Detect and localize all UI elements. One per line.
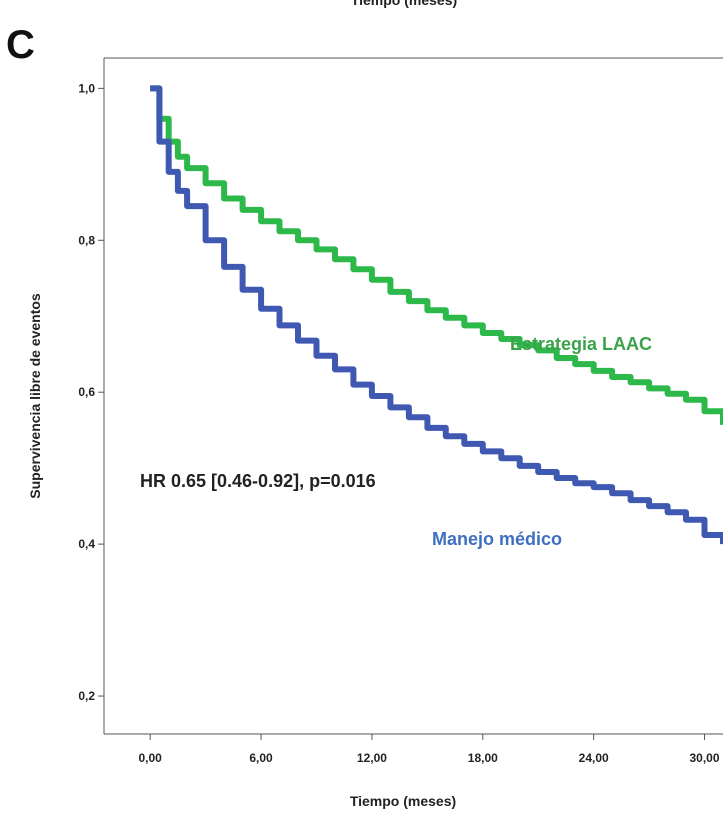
series-line-laac [150,85,723,425]
x-tick-label: 24,00 [579,751,609,765]
y-tick-label: 0,6 [78,385,95,399]
laac-series-label: Estrategia LAAC [510,334,652,354]
x-axis-title: Tiempo (meses) [350,793,456,809]
x-axis: 0,00 6,00 12,00 18,00 24,00 30,00 [139,734,720,765]
x-tick-label: 30,00 [690,751,720,765]
x-tick-label: 18,00 [468,751,498,765]
medico-series-label: Manejo médico [432,529,562,549]
x-tick-label: 0,00 [139,751,163,765]
x-tick-label: 12,00 [357,751,387,765]
series-group [150,85,723,545]
x-tick-label: 6,00 [249,751,273,765]
header-cut-text: Tiempo (meses) [351,0,457,8]
y-tick-label: 0,2 [78,689,95,703]
panel-label: C [6,23,35,67]
y-axis-title: Supervivencia libre de eventos [27,293,43,499]
hr-annotation: HR 0.65 [0.46-0.92], p=0.016 [140,471,376,491]
y-tick-label: 0,8 [78,233,95,247]
y-tick-label: 0,4 [78,537,95,551]
y-tick-label: 1,0 [78,81,95,95]
series-line-medico [150,85,723,545]
y-axis: 0,2 0,4 0,6 0,8 1,0 [78,81,104,703]
